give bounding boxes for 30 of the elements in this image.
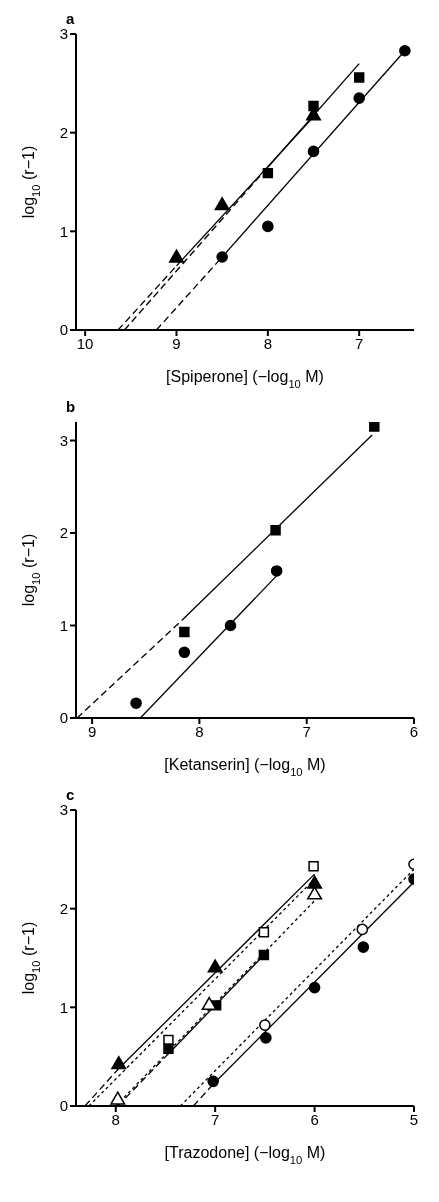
x-tick-label: 9 [87, 722, 97, 740]
x-axis-title: [Ketanserin] (−log$_{10}$ M) [164, 756, 326, 778]
y-tick-label: 2 [59, 899, 68, 917]
y-tick-label: 2 [59, 524, 68, 542]
x-tick-label: 6 [310, 1110, 319, 1128]
y-tick-label: 3 [59, 25, 68, 43]
x-axis-title: [Trazodone] (−log$_{10}$ M) [164, 1144, 326, 1166]
x-tick-label: 7 [302, 722, 311, 740]
x-tick-label: 5 [409, 1110, 419, 1128]
y-tick-label: 0 [59, 321, 68, 339]
y-tick-label: 1 [59, 616, 68, 634]
y-tick-label: 1 [59, 222, 68, 240]
x-tick-label: 8 [111, 1110, 120, 1128]
x-tick-label: 9 [172, 334, 181, 352]
x-tick-label: 8 [195, 722, 204, 740]
chart-title: c [66, 786, 75, 803]
y-tick-label: 1 [59, 998, 68, 1016]
x-tick-label: 7 [355, 334, 364, 352]
y-tick-label: 3 [59, 801, 68, 819]
chart-title: b [66, 398, 76, 415]
chart-title: a [66, 10, 75, 27]
x-tick-label: 7 [211, 1110, 220, 1128]
y-tick-label: 3 [59, 431, 68, 449]
x-tick-label: 6 [409, 722, 419, 740]
y-tick-label: 0 [59, 1097, 68, 1115]
y-tick-label: 0 [59, 709, 68, 727]
x-axis-title: [Spiperone] (−log$_{10}$ M) [166, 368, 324, 390]
x-tick-label: 10 [76, 334, 94, 352]
y-tick-label: 2 [59, 123, 68, 141]
x-tick-label: 8 [263, 334, 273, 352]
